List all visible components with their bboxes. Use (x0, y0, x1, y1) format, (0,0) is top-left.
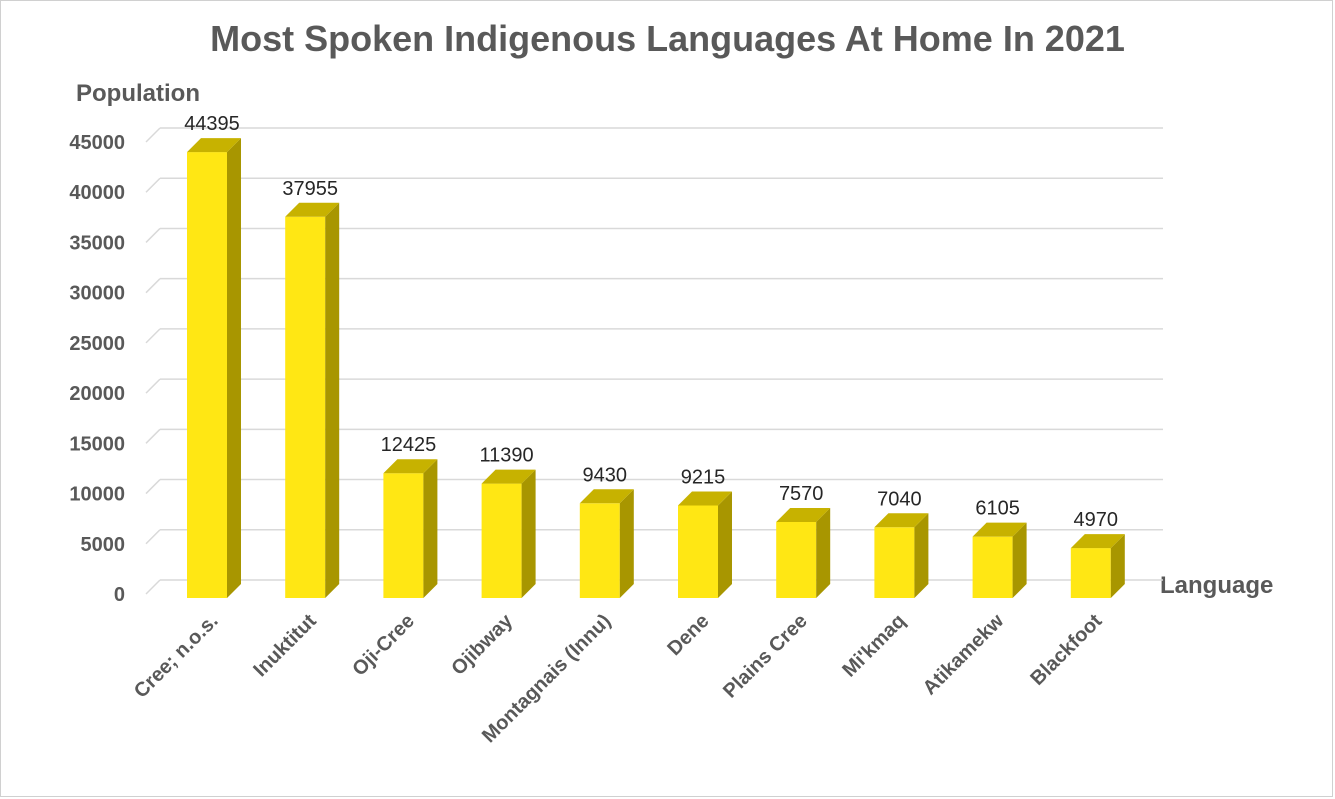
y-tick-label: 40000 (69, 182, 125, 204)
bar-top (776, 507, 831, 522)
category-label: Cree; n.o.s. (130, 610, 223, 703)
y-axis-title: Population (76, 80, 200, 107)
bar-side (1012, 522, 1027, 598)
bar-side (914, 513, 929, 598)
bar-top (285, 202, 340, 217)
bar-top (678, 491, 732, 506)
bar-top (972, 522, 1027, 537)
y-tick-label: 5000 (81, 534, 126, 556)
bar-top (481, 469, 536, 484)
bar-front (579, 503, 620, 598)
bar-front (1070, 548, 1111, 598)
bar-side (325, 202, 340, 598)
data-label: 7040 (877, 488, 922, 510)
x-axis-title: Language (1160, 572, 1274, 599)
gridline-slant (145, 328, 161, 344)
y-tick-label: 20000 (69, 383, 125, 405)
y-tick-label: 35000 (69, 232, 125, 254)
data-label: 37955 (282, 178, 338, 200)
bar-front (187, 152, 227, 598)
data-label: 9430 (583, 464, 628, 486)
data-label: 4970 (1074, 509, 1119, 531)
y-tick-label: 0 (114, 584, 125, 606)
bar-side (1110, 534, 1125, 598)
bar-top (1070, 534, 1125, 549)
bar-side (816, 507, 831, 598)
gridline-slant (145, 177, 161, 193)
y-tick-label: 25000 (69, 333, 125, 355)
data-label: 6105 (975, 498, 1020, 520)
y-tick-label: 45000 (69, 132, 125, 154)
bar-top (383, 459, 438, 474)
bar-front (678, 505, 718, 598)
bar-front (383, 473, 424, 598)
data-label: 7570 (779, 483, 824, 505)
bar-side (718, 491, 732, 598)
bar-side (227, 138, 241, 598)
category-label: Mi'kmaq (838, 610, 910, 682)
gridline-slant (145, 278, 161, 294)
category-label: Blackfoot (1026, 610, 1106, 690)
data-label: 44395 (184, 113, 240, 135)
category-label: Plains Cree (719, 610, 812, 703)
bar-side (521, 469, 536, 598)
bar-front (481, 483, 522, 598)
data-label: 11390 (480, 445, 534, 467)
y-tick-label: 30000 (69, 283, 125, 305)
bar-top (187, 138, 241, 153)
bar-front (285, 216, 326, 598)
gridline-slant (145, 127, 161, 143)
gridline-slant (145, 529, 161, 545)
gridline-slant (145, 227, 161, 243)
bar-side (619, 489, 634, 598)
category-label: Oji-Cree (348, 610, 419, 681)
gridline-slant (145, 579, 161, 595)
data-label: 9215 (681, 466, 726, 488)
category-label: Inuktitut (249, 610, 321, 682)
gridline-slant (145, 428, 161, 444)
bar-side (423, 459, 438, 598)
category-label: Atikamekw (919, 610, 1009, 700)
category-label: Ojibway (447, 609, 517, 679)
bar-front (874, 527, 915, 598)
category-label: Dene (663, 610, 713, 660)
data-label: 12425 (381, 434, 437, 456)
y-tick-label: 15000 (69, 433, 125, 455)
bar-front (776, 521, 817, 598)
gridline-slant (145, 378, 161, 394)
bar-top (579, 489, 634, 504)
bar-front (972, 536, 1013, 598)
y-tick-label: 10000 (69, 484, 125, 506)
bar-top (874, 513, 929, 528)
chart-title: Most Spoken Indigenous Languages At Home… (210, 18, 1125, 59)
gridline-slant (145, 479, 161, 495)
